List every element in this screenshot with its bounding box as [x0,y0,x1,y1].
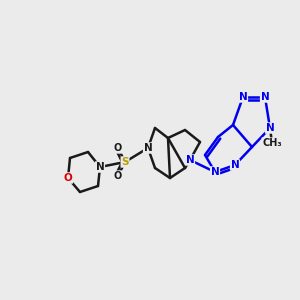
Text: O: O [64,173,72,183]
Text: N: N [96,162,104,172]
Text: O: O [114,171,122,181]
Text: N: N [144,143,152,153]
Text: N: N [231,160,239,170]
Text: N: N [211,167,219,177]
Text: N: N [266,123,274,133]
Text: N: N [261,92,269,102]
Text: N: N [238,92,247,102]
Text: N: N [186,155,194,165]
Text: S: S [121,157,129,167]
Text: O: O [114,143,122,153]
Text: CH₃: CH₃ [262,138,282,148]
